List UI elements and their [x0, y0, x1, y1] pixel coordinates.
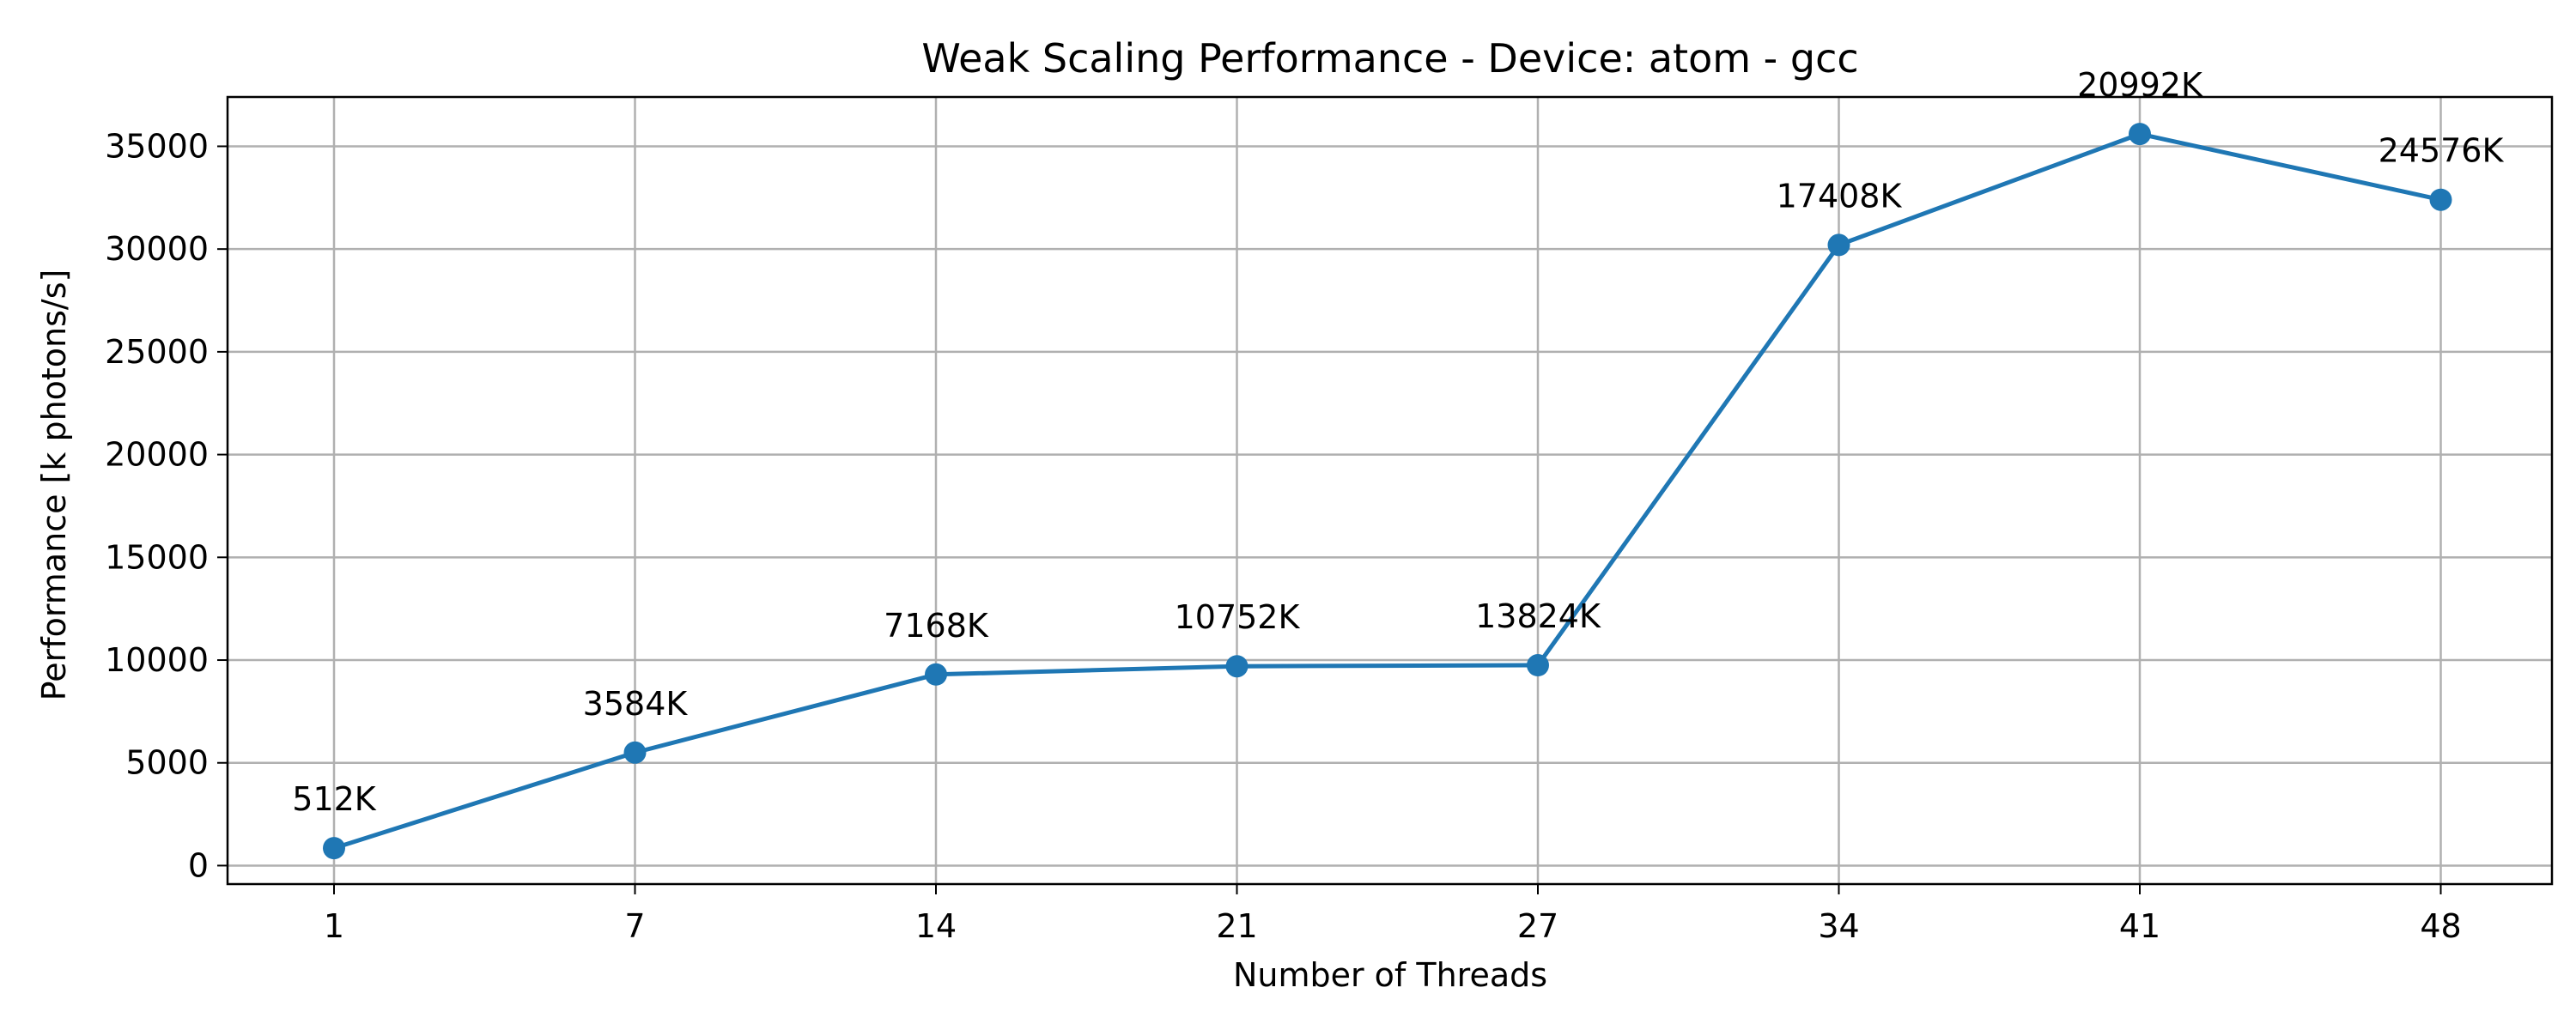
- data-point: [1527, 654, 1549, 677]
- y-tick-label: 0: [188, 846, 209, 884]
- y-axis-ticks: 0 5000 10000 15000 20000 25000 30000 35000: [105, 127, 228, 884]
- data-label: 17408K: [1777, 177, 1903, 215]
- data-point: [925, 663, 947, 686]
- x-tick-label: 14: [915, 907, 957, 945]
- data-label: 20992K: [2077, 66, 2203, 104]
- data-point: [623, 741, 647, 764]
- y-tick-label: 30000: [105, 230, 209, 268]
- data-label: 10752K: [1175, 598, 1301, 636]
- data-label: 24576K: [2379, 132, 2505, 170]
- x-axis-ticks: 1 7 14 21 27 34 41 48: [324, 884, 2462, 945]
- data-label: 13824K: [1475, 597, 1601, 635]
- x-tick-label: 34: [1818, 907, 1859, 945]
- x-tick-label: 7: [624, 907, 645, 945]
- data-label: 7168K: [884, 607, 989, 645]
- grid-lines: [228, 97, 2552, 884]
- data-labels: 512K 3584K 7168K 10752K 13824K 17408K 20992K 24…: [292, 66, 2504, 818]
- y-tick-label: 10000: [105, 641, 209, 679]
- series-line: [333, 131, 2442, 851]
- data-point: [2429, 188, 2452, 211]
- series-layer: [333, 131, 2442, 851]
- x-tick-label: 41: [2119, 907, 2160, 945]
- x-axis-label: Number of Threads: [1233, 956, 1547, 994]
- chart-title: Weak Scaling Performance - Device: atom …: [921, 35, 1858, 82]
- data-label: 3584K: [583, 685, 689, 723]
- data-points: [323, 123, 2452, 860]
- data-label: 512K: [292, 780, 377, 818]
- data-point: [1225, 655, 1249, 678]
- y-axis-label: Performance [k photons/s]: [35, 270, 73, 701]
- data-point: [1827, 233, 1850, 257]
- y-tick-label: 35000: [105, 127, 209, 165]
- data-point: [323, 837, 345, 860]
- y-tick-label: 25000: [105, 333, 209, 371]
- data-point: [2129, 123, 2151, 146]
- plot-frame: [226, 95, 2554, 886]
- x-tick-label: 1: [324, 907, 344, 945]
- x-tick-label: 27: [1517, 907, 1558, 945]
- x-tick-label: 48: [2420, 907, 2461, 945]
- y-tick-label: 5000: [125, 744, 209, 782]
- x-tick-label: 21: [1216, 907, 1257, 945]
- y-tick-label: 15000: [105, 538, 209, 576]
- y-tick-label: 20000: [105, 436, 209, 474]
